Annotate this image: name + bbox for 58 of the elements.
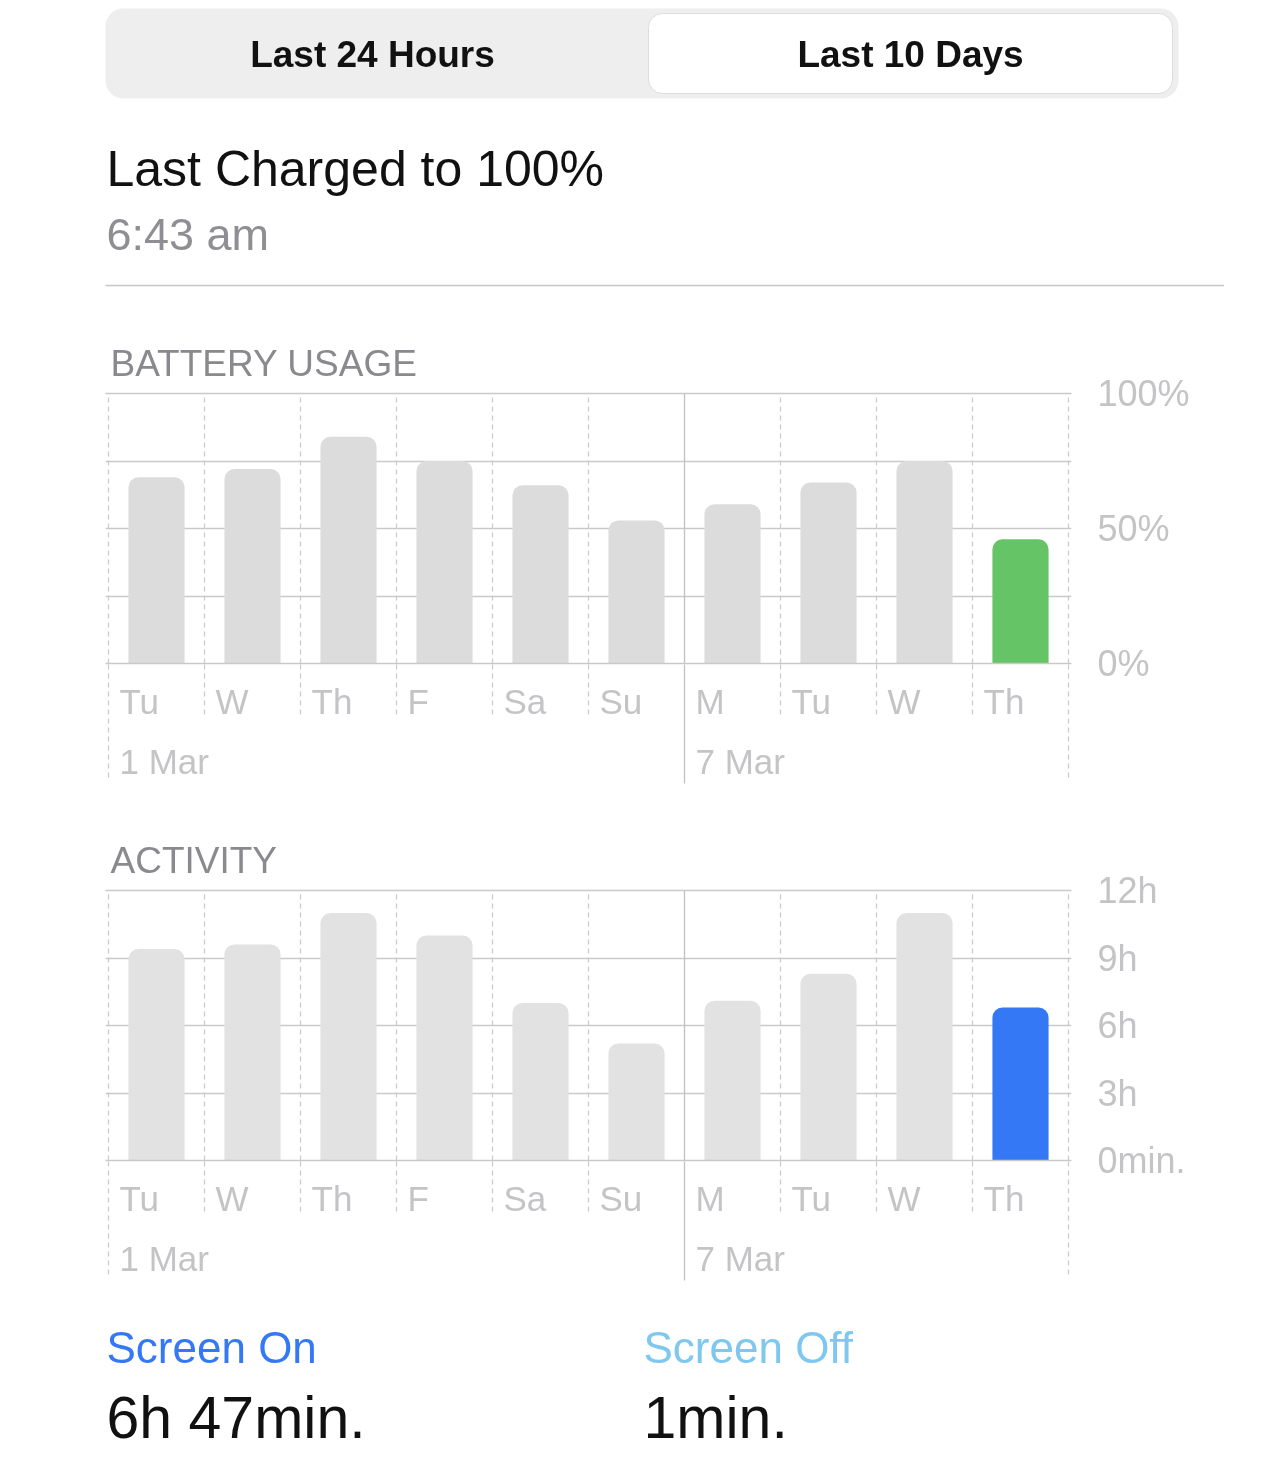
bar xyxy=(128,477,185,664)
x-tick-label: W xyxy=(887,682,921,721)
bar xyxy=(992,539,1049,664)
bar xyxy=(416,935,473,1161)
text: 6:43 am xyxy=(106,209,270,260)
bar xyxy=(224,944,281,1161)
x-tick-label: F xyxy=(407,1179,429,1218)
x-tick-label: Sa xyxy=(503,1179,547,1218)
bar xyxy=(512,1003,569,1161)
x-tick-label: Tu 1 Mar xyxy=(119,682,210,781)
x-tick-label: Tu xyxy=(791,682,832,721)
bar xyxy=(224,469,281,664)
text: Last 10 Days xyxy=(797,34,1024,75)
x-tick-label: Th xyxy=(983,1179,1025,1218)
bar xyxy=(800,482,857,664)
y-tick-label: 0min. xyxy=(1097,1140,1186,1181)
bar xyxy=(704,1000,761,1161)
bar xyxy=(896,461,953,664)
x-tick-label: F xyxy=(407,682,429,721)
text: Screen Off xyxy=(643,1323,854,1372)
bar xyxy=(608,1043,665,1161)
bar xyxy=(896,913,953,1161)
x-tick-label: M 7 Mar xyxy=(695,1179,786,1278)
x-tick-label: W xyxy=(215,1179,249,1218)
text: 1min. xyxy=(643,1384,788,1451)
x-tick-label: Su xyxy=(599,1179,643,1218)
bar xyxy=(608,520,665,664)
x-tick-label: Th xyxy=(311,682,353,721)
x-tick-label: M 7 Mar xyxy=(695,682,786,781)
bar xyxy=(992,1007,1049,1161)
chart-title: BATTERY USAGE xyxy=(110,342,417,384)
y-tick-label: 9h xyxy=(1097,937,1138,979)
y-tick-label: 0% xyxy=(1097,643,1150,684)
bar xyxy=(320,913,377,1161)
x-tick-label: Th xyxy=(311,1179,353,1218)
bar xyxy=(320,436,377,664)
x-tick-label: W xyxy=(215,682,249,721)
x-tick-label: W xyxy=(887,1179,921,1218)
x-tick-label: Th xyxy=(983,682,1025,721)
y-tick-label: 100% xyxy=(1097,373,1190,414)
bar xyxy=(800,973,857,1161)
y-tick-label: 50% xyxy=(1097,508,1170,549)
x-tick-label: Tu 1 Mar xyxy=(119,1179,210,1278)
text: Screen On xyxy=(106,1323,317,1372)
x-tick-label: Su xyxy=(599,682,643,721)
text: Last 24 Hours xyxy=(250,34,495,75)
text: 6h 47min. xyxy=(106,1384,366,1451)
bar xyxy=(704,504,761,664)
chart-title: ACTIVITY xyxy=(110,839,278,881)
x-tick-label: Sa xyxy=(503,682,547,721)
bar xyxy=(416,461,473,664)
y-tick-label: 3h xyxy=(1097,1072,1138,1114)
bar xyxy=(128,949,185,1161)
y-tick-label: 6h xyxy=(1097,1005,1138,1046)
text: Last Charged to 100% xyxy=(106,140,605,197)
x-tick-label: Tu xyxy=(791,1179,832,1218)
y-tick-label: 12h xyxy=(1097,870,1158,911)
bar xyxy=(512,485,569,664)
